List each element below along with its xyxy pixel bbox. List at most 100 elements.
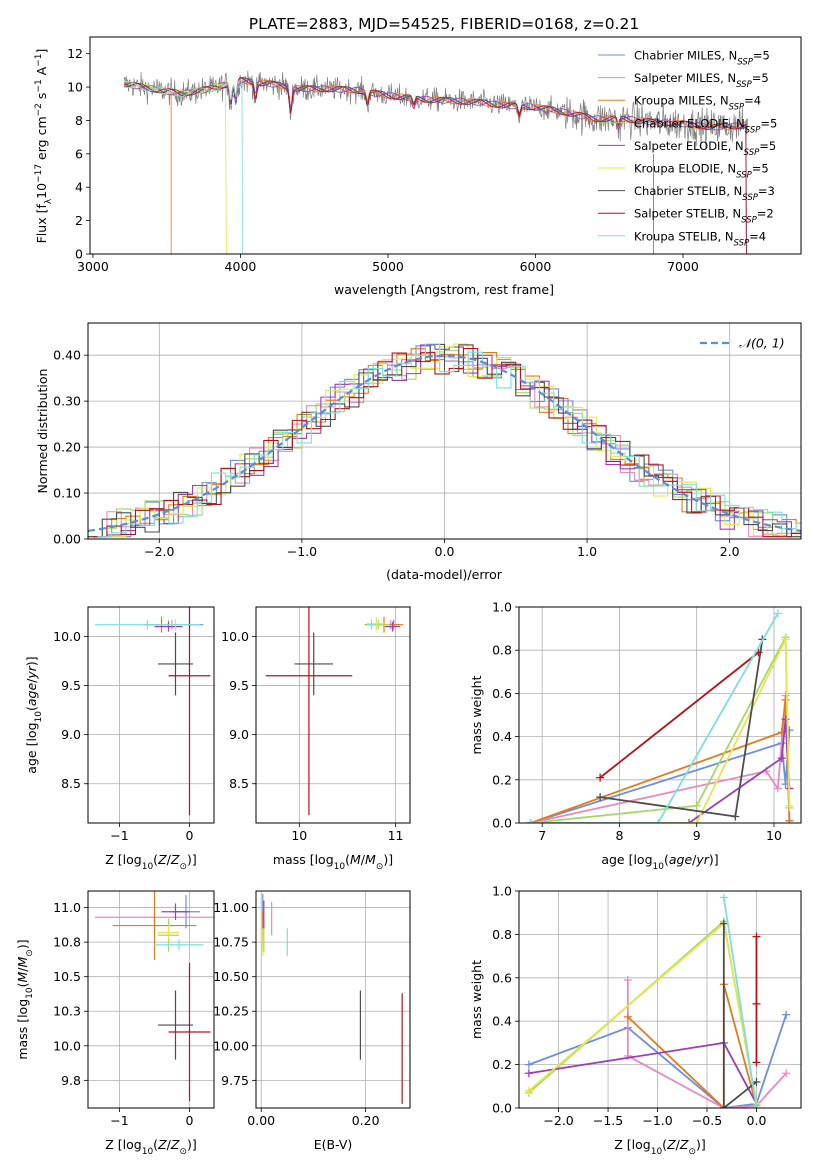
- y-tick-label: 10.0: [221, 629, 249, 644]
- y-axis-label: Normed distribution: [35, 369, 50, 494]
- x-tick-label: 0: [186, 1113, 194, 1128]
- series-line: [530, 639, 791, 823]
- y-tick-label: 0.10: [53, 486, 81, 501]
- series-line: [530, 613, 779, 823]
- y-tick-label: 0.0: [492, 1101, 512, 1116]
- y-tick-label: 0.4: [492, 1014, 512, 1029]
- histogram-salpeter-miles: [92, 353, 801, 538]
- y-tick-label: 6: [75, 146, 83, 161]
- series-line: [599, 651, 760, 779]
- y-tick-label: 11.0: [53, 900, 81, 915]
- y-axis-label: age [log10(age/yr)]: [24, 656, 44, 773]
- y-tick-label: 0.40: [53, 348, 81, 363]
- panel-spectrum: 3000 4000 5000 6000 7000 0 2 4 6 8 10 12 Chabrier MI…: [34, 36, 802, 297]
- y-tick-label: 9.5: [229, 678, 249, 693]
- series-line: [528, 1014, 788, 1108]
- y-tick-label: 11.00: [213, 900, 249, 915]
- histogram-chabrier-stelib: [88, 343, 801, 538]
- plot-area: [265, 607, 404, 816]
- y-tick-label: 0.4: [492, 729, 512, 744]
- legend-label: Kroupa STELIB, NSSP=4: [634, 229, 766, 248]
- x-tick-label: −1.0: [642, 1113, 672, 1128]
- plot-area: [88, 343, 801, 538]
- x-axis-label: Z [log10(Z/Z⊙)]: [105, 852, 197, 872]
- y-tick-label: 8.5: [61, 776, 81, 791]
- axes-frame: [87, 890, 215, 1109]
- x-tick-label: 7000: [667, 259, 699, 274]
- series-line: [722, 897, 758, 1108]
- axes-frame: [255, 606, 411, 824]
- x-tick-label: 0: [186, 828, 194, 843]
- axes-frame: [518, 890, 802, 1109]
- plot-area: [526, 609, 794, 823]
- x-tick-label: 0.0: [435, 544, 455, 559]
- x-tick-label: 10: [766, 828, 782, 843]
- x-tick-label: 1.0: [577, 544, 597, 559]
- panel-mass-vs-Z: −1 0 9.8 10.0 10.3 10.5 10.8 11.0 Z [log10(Z/Z⊙)…: [15, 890, 215, 1157]
- y-tick-label: 10.50: [213, 969, 249, 984]
- panel-mass-weight-vs-Z: −2.0 −1.5 −1.0 −0.5 0.0 0.0 0.2 0.4 0.6 0.8 1.0 Z […: [469, 884, 802, 1157]
- x-tick-label: −0.5: [692, 1113, 722, 1128]
- y-tick-label: 10.8: [53, 935, 81, 950]
- y-tick-label: 10.00: [213, 1038, 249, 1053]
- x-tick-label: −2.0: [543, 1113, 573, 1128]
- figure-title: PLATE=2883, MJD=54525, FIBERID=0168, z=0…: [249, 15, 639, 33]
- histogram-kroupa-elodie: [97, 343, 801, 538]
- series-line: [722, 923, 758, 1108]
- y-tick-label: 9.75: [221, 1073, 249, 1088]
- y-tick-label: 10.0: [53, 629, 81, 644]
- y-axis-label: mass weight: [469, 675, 484, 754]
- y-tick-label: 10.25: [213, 1004, 249, 1019]
- plot-area: [95, 891, 214, 1102]
- legend-label: Kroupa ELODIE, NSSP=5: [634, 162, 769, 181]
- x-tick-label: −1: [110, 1113, 128, 1128]
- legend-label: Salpeter MILES, NSSP=5: [634, 71, 769, 90]
- x-tick-label: 0.00: [247, 1113, 275, 1128]
- y-tick-label: 0.2: [492, 772, 512, 787]
- histogram-kroupa-stelib: [97, 343, 801, 538]
- x-tick-label: 8: [615, 828, 623, 843]
- legend-label: Salpeter STELIB, NSSP=2: [634, 207, 774, 226]
- y-tick-label: 0.00: [53, 532, 81, 547]
- histogram-salpeter-stelib: [92, 347, 801, 538]
- y-axis-label: mass [log10(M/M⊙)]: [15, 939, 35, 1059]
- y-tick-label: 10.5: [53, 969, 81, 984]
- spectrum-model-line: [123, 77, 747, 254]
- x-tick-label: 2.0: [720, 544, 740, 559]
- y-axis-label: mass weight: [469, 960, 484, 1039]
- x-tick-label: 6000: [520, 259, 552, 274]
- legend-label: 𝒩(0, 1): [739, 336, 785, 351]
- y-tick-label: 9.5: [61, 678, 81, 693]
- y-tick-label: 0.8: [492, 927, 512, 942]
- normal-reference-curve: [88, 354, 801, 533]
- y-tick-label: 0.6: [492, 686, 512, 701]
- x-tick-label: −1.0: [287, 544, 317, 559]
- legend-label: Salpeter ELODIE, NSSP=5: [634, 139, 776, 158]
- spectrum-model-line: [123, 79, 244, 254]
- x-axis-label: mass [log10(M/M⊙)]: [273, 852, 393, 872]
- y-axis-label: Flux [fλ10−17 erg cm−2 s−1 A−1]: [34, 49, 54, 244]
- histogram-salpeter-elodie: [92, 344, 801, 538]
- x-tick-label: 0.20: [352, 1113, 380, 1128]
- panel-age-vs-Z: −1 0 8.5 9.0 9.5 10.0 Z [log10(Z/Z⊙)] age [log1…: [24, 606, 215, 872]
- y-tick-label: 0.2: [492, 1057, 512, 1072]
- x-tick-label: −1.5: [593, 1113, 623, 1128]
- panel-age-vs-mass: 10 11 8.5 9.0 9.5 10.0 mass [log10(M/M⊙)]: [221, 606, 411, 872]
- y-tick-label: 12: [67, 46, 83, 61]
- x-tick-label: 7: [538, 828, 546, 843]
- panel-mass-vs-ebv: 0.00 0.20 9.75 10.00 10.25 10.50 10.75 11.00 E(B…: [213, 890, 411, 1152]
- y-tick-label: 10.75: [213, 935, 249, 950]
- y-tick-label: 0: [75, 247, 83, 262]
- x-tick-label: 11: [388, 828, 404, 843]
- spectrum-model-line: [123, 83, 227, 254]
- x-axis-label: wavelength [Angstrom, rest frame]: [334, 282, 554, 297]
- y-tick-label: 1.0: [492, 600, 512, 615]
- x-tick-label: 0.0: [747, 1113, 767, 1128]
- y-tick-label: 9.0: [229, 727, 249, 742]
- x-tick-label: 4000: [225, 259, 257, 274]
- plot-area: [524, 893, 791, 1108]
- legend-label: Kroupa MILES, NSSP=4: [634, 94, 761, 113]
- y-tick-label: 10.3: [53, 1004, 81, 1019]
- panel-residuals: −2.0 −1.0 0.0 1.0 2.0 0.00 0.10 0.20 0.30 0.40 𝒩(0…: [35, 322, 802, 582]
